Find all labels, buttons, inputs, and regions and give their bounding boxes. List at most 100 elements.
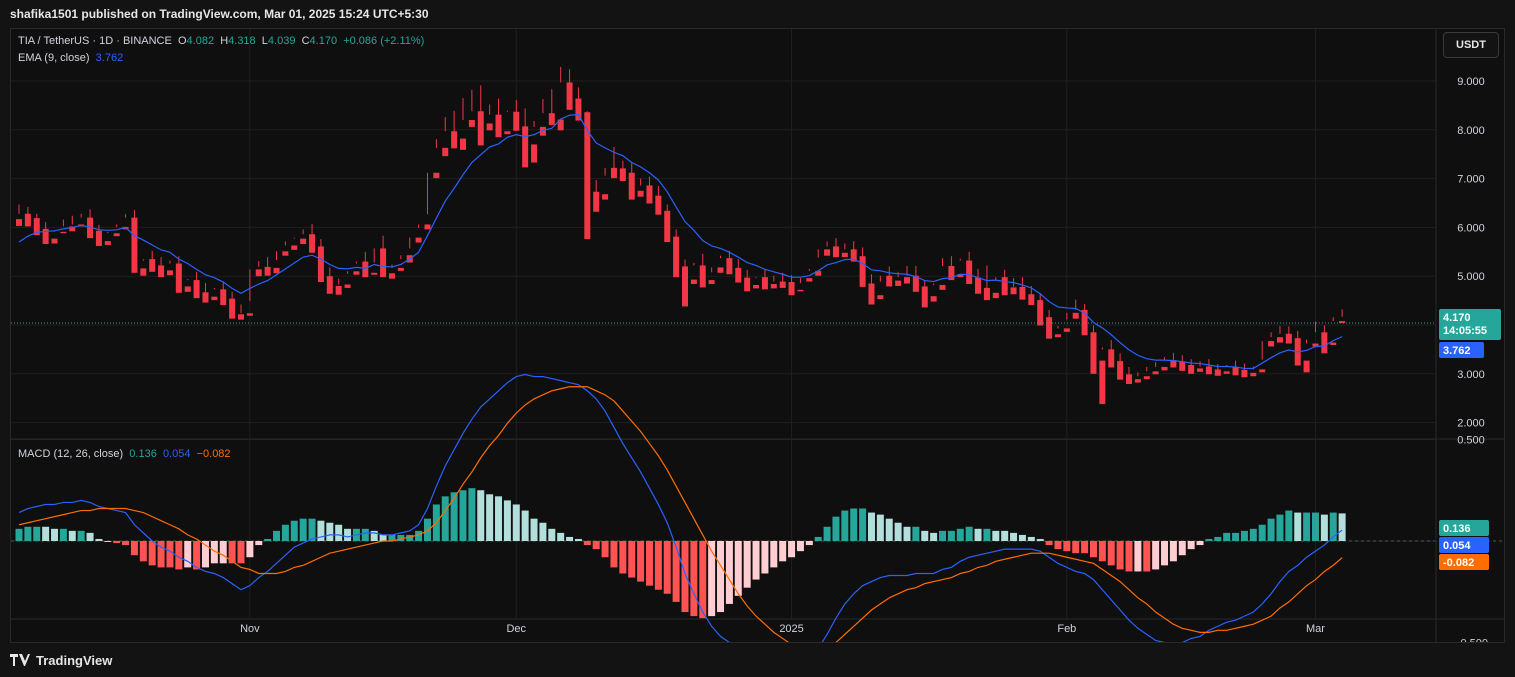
candle-body (149, 259, 156, 272)
candle-body (566, 82, 573, 110)
macd-histogram-badge: 0.136 (1439, 520, 1489, 536)
candle-body (1028, 294, 1035, 305)
macd-histogram-bar (379, 534, 387, 541)
candle-body (1179, 361, 1186, 371)
macd-histogram-bar (86, 532, 94, 541)
macd-tick-label: 0.500 (1457, 435, 1485, 447)
last-price-badge-bg (1439, 309, 1501, 340)
macd-histogram-bar (1338, 513, 1346, 541)
candle-body (1010, 287, 1017, 295)
macd-histogram-bar (264, 538, 272, 541)
candle-body (335, 285, 342, 295)
macd-histogram-bar (930, 532, 938, 541)
macd-histogram-bar (290, 520, 298, 541)
macd-histogram-bar (1125, 541, 1133, 572)
candle-body (1054, 334, 1061, 338)
macd-histogram-bar (699, 541, 707, 619)
macd-histogram-bar (1169, 541, 1177, 562)
macd-signal-badge: -0.082 (1439, 554, 1489, 570)
macd-signal-badge-bg (1439, 554, 1489, 570)
candle-body (1108, 349, 1115, 368)
macd-histogram-bar (521, 510, 529, 541)
chart-canvas[interactable]: 9.0008.0007.0006.0005.0004.0003.0002.000… (11, 29, 1504, 642)
macd-histogram-bar (15, 528, 23, 541)
time-tick-label: Nov (240, 623, 260, 635)
macd-histogram-bar (1240, 530, 1248, 541)
candle-body (424, 224, 431, 230)
price-tick-label: 9.000 (1457, 76, 1485, 88)
macd-histogram-bar (1161, 541, 1169, 566)
macd-histogram-bar (335, 524, 343, 541)
macd-histogram-bar (210, 541, 218, 564)
candle-body (495, 114, 502, 138)
footer-brand[interactable]: TradingView (36, 652, 113, 668)
macd-histogram-bar (628, 541, 636, 578)
macd-histogram-bar (557, 532, 565, 541)
macd-histogram-bar (1001, 530, 1009, 541)
price-tick-label: 7.000 (1457, 174, 1485, 186)
macd-histogram-bar (903, 526, 911, 541)
macd-histogram-bar (530, 518, 538, 541)
candle-body (371, 272, 378, 275)
chart-area[interactable]: 9.0008.0007.0006.0005.0004.0003.0002.000… (10, 28, 1505, 643)
macd-histogram-bar (1267, 518, 1275, 541)
candle-body (1241, 369, 1248, 378)
candle-body (815, 270, 822, 276)
candle-body (309, 234, 316, 253)
macd-histogram-bar (1116, 541, 1124, 570)
candle-body (1188, 365, 1195, 374)
candle-body (353, 271, 360, 275)
macd-histogram-bar (104, 541, 112, 542)
candle-body (1205, 366, 1212, 375)
candle-body (1214, 369, 1221, 376)
candle-body (531, 144, 538, 163)
candle-body (229, 298, 236, 319)
macd-histogram-bar (1329, 512, 1337, 541)
candle-body (895, 280, 902, 286)
candle-body (113, 233, 120, 237)
ema-price-badge-text: 3.762 (1443, 345, 1471, 357)
candle-body (788, 282, 795, 296)
symbol-title[interactable]: TIA / TetherUS · 1D · BINANCE (18, 35, 172, 47)
macd-histogram-bar (619, 541, 627, 574)
symbol-legend: TIA / TetherUS · 1D · BINANCE O4.082 H4.… (18, 35, 425, 47)
macd-legend[interactable]: MACD (12, 26, close) 0.136 0.054 −0.082 (18, 448, 231, 460)
macd-histogram-bar (1214, 536, 1222, 541)
candle-body (460, 138, 466, 150)
candle-body (539, 126, 546, 136)
macd-line-badge-text: 0.054 (1443, 540, 1471, 552)
macd-histogram-bar (450, 492, 458, 541)
price-tick-label: 5.000 (1457, 271, 1485, 283)
macd-histogram-bar (841, 510, 849, 541)
candle-body (24, 213, 31, 227)
macd-histogram-bar (823, 526, 831, 541)
candle-body (486, 123, 493, 131)
macd-histogram-bar (761, 541, 769, 574)
candle-body (619, 168, 626, 182)
time-tick-label: Dec (506, 623, 526, 635)
macd-histogram-bar (725, 541, 733, 604)
currency-button[interactable]: USDT (1443, 32, 1499, 58)
macd-histogram-bar (122, 541, 130, 546)
macd-histogram-bar (308, 518, 316, 541)
candle-body (628, 172, 635, 200)
candle-body (1223, 371, 1230, 374)
macd-histogram-bar (441, 496, 449, 541)
macd-histogram-badge-text: 0.136 (1443, 523, 1471, 535)
macd-histogram-bar (24, 526, 32, 541)
macd-histogram-bar (921, 530, 929, 541)
candle-body (468, 120, 475, 127)
candle-body (593, 191, 600, 212)
candle-body (673, 236, 680, 278)
macd-histogram-bar (1303, 512, 1311, 541)
tradingview-logo-icon (10, 654, 30, 666)
candle-body (380, 248, 387, 278)
macd-histogram-bar (637, 541, 645, 582)
ema-value: 3.762 (95, 52, 124, 64)
ema-legend[interactable]: EMA (9, close) 3.762 (18, 52, 123, 64)
candle-body (175, 263, 182, 293)
macd-histogram-bar (566, 536, 574, 541)
candle-body (388, 273, 395, 279)
macd-histogram-bar (1036, 538, 1044, 541)
